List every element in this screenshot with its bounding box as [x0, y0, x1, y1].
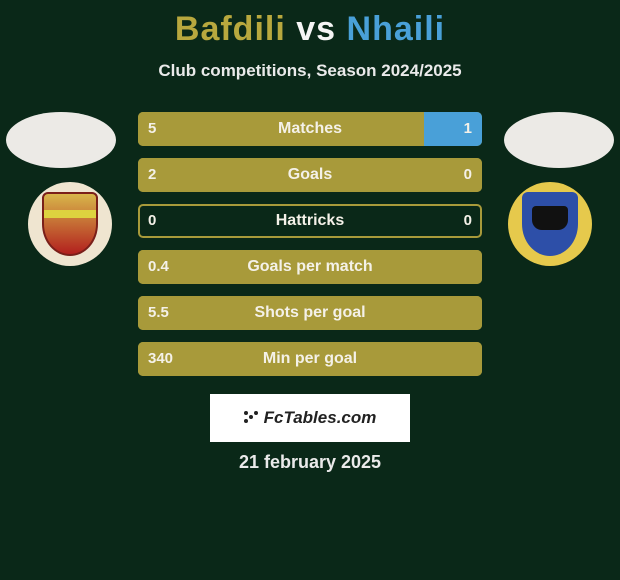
- stat-row: 340 Min per goal: [138, 342, 482, 376]
- row-label: Hattricks: [138, 204, 482, 238]
- player1-oval: [6, 112, 116, 168]
- row-label: Shots per goal: [138, 296, 482, 330]
- team1-crest: [28, 182, 112, 266]
- page-title: Bafdili vs Nhaili: [0, 0, 620, 49]
- player1-name: Bafdili: [175, 10, 286, 48]
- team1-shield-icon: [42, 192, 98, 256]
- row-label: Min per goal: [138, 342, 482, 376]
- stat-row: 0 0 Hattricks: [138, 204, 482, 238]
- watermark: FcTables.com: [210, 394, 410, 442]
- stats-rows: 5 1 Matches 2 0 Goals 0 0 Hattricks 0.4 …: [138, 112, 482, 388]
- vs-text: vs: [296, 10, 336, 48]
- team2-shield-icon: [522, 192, 578, 256]
- player2-name: Nhaili: [347, 10, 446, 48]
- row-label: Goals per match: [138, 250, 482, 284]
- row-label: Matches: [138, 112, 482, 146]
- player2-oval: [504, 112, 614, 168]
- subtitle: Club competitions, Season 2024/2025: [0, 61, 620, 81]
- stat-row: 0.4 Goals per match: [138, 250, 482, 284]
- team2-crest: [508, 182, 592, 266]
- watermark-text: FcTables.com: [264, 408, 377, 428]
- stat-row: 5 1 Matches: [138, 112, 482, 146]
- date-line: 21 february 2025: [0, 452, 620, 473]
- stat-row: 5.5 Shots per goal: [138, 296, 482, 330]
- stat-row: 2 0 Goals: [138, 158, 482, 192]
- row-label: Goals: [138, 158, 482, 192]
- logo-icon: [244, 411, 258, 425]
